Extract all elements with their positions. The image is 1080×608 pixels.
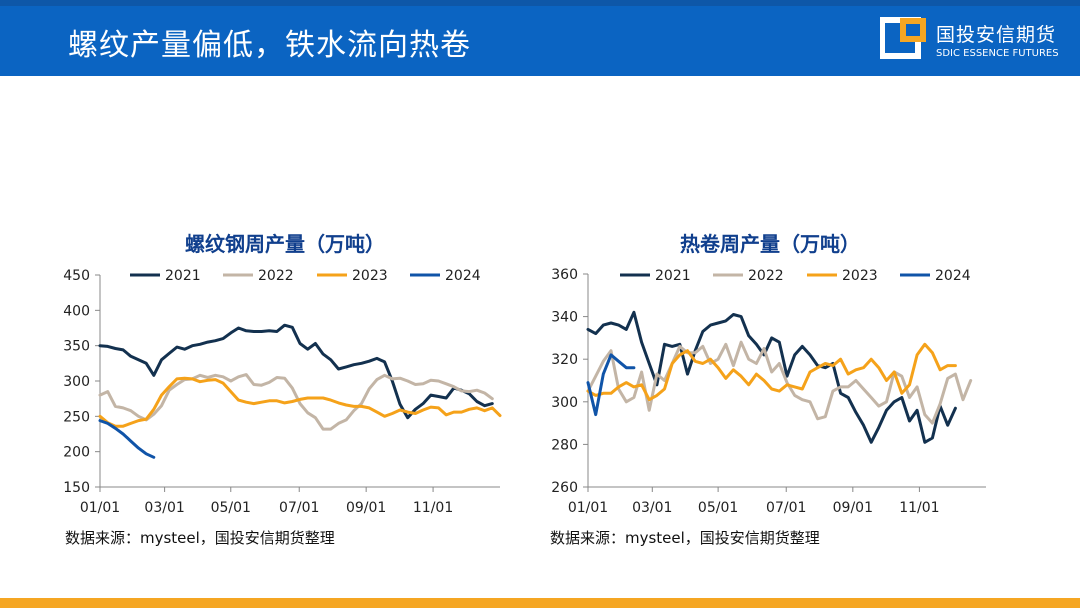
chart-title: 热卷周产量（万吨） <box>680 232 860 256</box>
y-tick-label: 350 <box>63 339 90 355</box>
y-tick-label: 340 <box>551 310 578 326</box>
y-tick-label: 150 <box>63 480 90 496</box>
y-tick-label: 260 <box>551 480 578 496</box>
series-line-2021 <box>98 323 494 420</box>
legend-label-2022: 2022 <box>748 268 784 284</box>
logo-chinese-name: 国投安信期货 <box>936 24 1057 46</box>
hrc-chart-svg: 260 280 300 320 340 360 01/01 03/01 05/01 07/01 09… <box>551 267 986 516</box>
y-tick-label: 280 <box>551 437 578 453</box>
x-tick-label: 01/01 <box>80 500 120 516</box>
y-tick-label: 250 <box>63 409 90 425</box>
x-tick-label: 05/01 <box>211 500 251 516</box>
series-line-2023 <box>98 376 502 428</box>
x-tick-label: 07/01 <box>279 500 319 516</box>
source-note: 数据来源：mysteel，国投安信期货整理 <box>550 529 820 547</box>
x-tick-label: 09/01 <box>833 500 873 516</box>
logo-english-name: SDIC ESSENCE FUTURES <box>936 48 1059 59</box>
header-bar: 螺纹产量偏低，铁水流向热卷 国投安信期货 SDIC ESSENCE FUTURE… <box>0 0 1080 76</box>
series-line-2023 <box>586 342 957 402</box>
legend-label-2024: 2024 <box>935 268 971 284</box>
x-tick-label: 09/01 <box>346 500 386 516</box>
legend-label-2023: 2023 <box>842 268 878 284</box>
y-tick-label: 300 <box>63 374 90 390</box>
x-tick-label: 11/01 <box>413 500 453 516</box>
logo-mark-icon <box>879 17 926 59</box>
y-tick-label: 400 <box>63 303 90 319</box>
x-tick-label: 03/01 <box>144 500 184 516</box>
x-tick-label: 03/01 <box>632 500 672 516</box>
legend-label-2024: 2024 <box>445 268 481 284</box>
slide-title: 螺纹产量偏低，铁水流向热卷 <box>68 28 471 63</box>
legend-label-2022: 2022 <box>258 268 294 284</box>
y-tick-label: 360 <box>551 267 578 283</box>
legend-label-2021: 2021 <box>655 268 691 284</box>
footer-bar <box>0 598 1080 608</box>
x-tick-label: 07/01 <box>766 500 806 516</box>
legend-label-2023: 2023 <box>352 268 388 284</box>
header-top-stripe <box>0 0 1080 6</box>
series-line-2022 <box>98 373 494 431</box>
rebar-chart-svg: 150 200 250 300 350 400 450 01/01 03/01 05/01 07/0… <box>63 268 502 516</box>
source-note: 数据来源：mysteel，国投安信期货整理 <box>65 529 335 547</box>
company-logo: 国投安信期货 SDIC ESSENCE FUTURES <box>879 16 1070 66</box>
x-tick-label: 05/01 <box>698 500 738 516</box>
x-tick-label: 11/01 <box>899 500 939 516</box>
series-line-2024 <box>586 353 636 417</box>
y-tick-label: 300 <box>551 395 578 411</box>
y-tick-label: 320 <box>551 352 578 368</box>
chart-title: 螺纹钢周产量（万吨） <box>185 232 385 256</box>
y-tick-label: 450 <box>63 268 90 284</box>
legend-label-2021: 2021 <box>165 268 201 284</box>
hrc-output-chart: 热卷周产量（万吨） 260 280 300 320 340 360 01/01 03/01 05… <box>530 222 1010 547</box>
series-line-2024 <box>98 419 156 459</box>
y-tick-label: 200 <box>63 445 90 461</box>
series-line-2021 <box>586 310 957 444</box>
rebar-output-chart: 螺纹钢周产量（万吨） 150 200 250 300 350 400 450 01/01 03/… <box>45 222 525 547</box>
x-tick-label: 01/01 <box>568 500 608 516</box>
